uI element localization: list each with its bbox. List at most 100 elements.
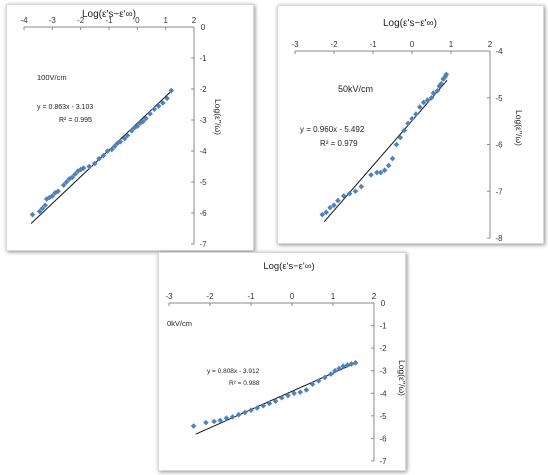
data-point-100kv bbox=[52, 190, 58, 196]
fit-equation-100kv: y = 0.863x - 3.103 bbox=[37, 104, 93, 111]
data-point-100kv bbox=[80, 165, 87, 171]
data-point-50kv bbox=[420, 99, 427, 106]
x-tick-label-100kv: -1 bbox=[105, 16, 113, 25]
data-point-100kv bbox=[42, 202, 49, 209]
r-squared-50kv: R² = 0.979 bbox=[320, 139, 358, 148]
data-point-100kv bbox=[147, 111, 153, 117]
y-tick-label-0kv: -6 bbox=[379, 434, 387, 443]
y-tick-label-0kv: -1 bbox=[379, 322, 387, 331]
data-point-100kv bbox=[143, 115, 149, 122]
r-squared-100kv: R² = 0.995 bbox=[59, 117, 92, 124]
y-tick-label-100kv: -2 bbox=[199, 85, 207, 94]
x-tick-label-50kv: 1 bbox=[449, 40, 454, 49]
chart-panel-50kv: -3 -2 -1 0 1 2 -4 -5 -6 -7 -8 Log(ε's−ε'∞) Log(ε''/ω… bbox=[277, 5, 544, 244]
x-tick-label-0kv: 0 bbox=[290, 292, 295, 301]
chart-panel-0kv: -3 -2 -1 0 1 2 0 -1 -2 -3 -4 -5 -6 -7 Log(ε's−ε'∞) Log(… bbox=[158, 252, 407, 471]
y-tick-label-100kv: -3 bbox=[199, 116, 207, 125]
y-tick-label-100kv: -4 bbox=[199, 147, 207, 156]
fit-line-50kv bbox=[323, 80, 448, 223]
data-point-0kv bbox=[223, 415, 230, 421]
data-point-50kv bbox=[443, 71, 450, 78]
r-squared-0kv: R² = 0.988 bbox=[229, 380, 260, 387]
field-label-50kv: 50kV/cm bbox=[338, 84, 373, 94]
data-point-100kv bbox=[168, 87, 175, 94]
x-tick-label-100kv: 1 bbox=[163, 16, 168, 25]
data-point-0kv bbox=[352, 360, 359, 366]
data-point-0kv bbox=[190, 423, 197, 429]
x-tick-label-100kv: -2 bbox=[77, 16, 85, 25]
y-tick-label-0kv: 0 bbox=[381, 299, 386, 308]
field-label-0kv: 0kV/cm bbox=[167, 319, 192, 328]
data-point-100kv bbox=[39, 205, 46, 212]
data-point-100kv bbox=[100, 152, 107, 159]
x-axis-title-50kv: Log(ε's−ε'∞) bbox=[383, 18, 437, 29]
x-tick-label-0kv: -2 bbox=[206, 292, 214, 301]
data-point-100kv bbox=[111, 143, 118, 150]
x-axis-title-100kv: Log(ε's−ε'∞) bbox=[82, 9, 136, 20]
data-point-100kv bbox=[117, 138, 124, 145]
data-point-0kv bbox=[309, 381, 316, 388]
data-point-50kv bbox=[409, 115, 415, 122]
y-tick-label-100kv: -5 bbox=[199, 178, 207, 187]
data-point-50kv bbox=[397, 134, 404, 141]
data-point-0kv bbox=[217, 417, 224, 424]
data-point-0kv bbox=[235, 411, 242, 418]
x-tick-label-0kv: 2 bbox=[372, 292, 377, 301]
x-tick-label-100kv: -4 bbox=[20, 16, 28, 25]
data-point-100kv bbox=[77, 166, 84, 173]
data-point-0kv bbox=[266, 400, 273, 407]
y-tick-label-50kv: -8 bbox=[495, 234, 503, 243]
field-label-100kv: 100V/cm bbox=[37, 73, 67, 82]
data-point-0kv bbox=[332, 367, 338, 374]
data-point-50kv bbox=[331, 202, 337, 209]
data-point-50kv bbox=[438, 80, 445, 87]
data-point-100kv bbox=[109, 146, 115, 153]
data-point-50kv bbox=[358, 183, 365, 190]
y-tick-label-100kv: -7 bbox=[199, 240, 207, 249]
data-point-100kv bbox=[29, 211, 36, 218]
data-point-50kv bbox=[389, 155, 396, 162]
x-tick-label-50kv: -3 bbox=[291, 40, 299, 49]
data-point-50kv bbox=[436, 83, 443, 89]
data-point-0kv bbox=[242, 409, 248, 416]
data-point-0kv bbox=[328, 371, 334, 377]
y-tick-label-50kv: -4 bbox=[495, 47, 503, 56]
data-point-50kv bbox=[352, 188, 359, 195]
data-point-100kv bbox=[63, 179, 70, 185]
data-point-0kv bbox=[203, 419, 209, 426]
data-point-100kv bbox=[134, 123, 141, 129]
data-point-100kv bbox=[86, 163, 92, 170]
data-point-50kv bbox=[335, 197, 341, 204]
y-axis-title-0kv: Log(ε''/ω) bbox=[397, 360, 407, 396]
data-point-50kv bbox=[393, 141, 400, 148]
data-point-100kv bbox=[72, 171, 78, 178]
data-point-100kv bbox=[60, 182, 67, 188]
x-tick-label-0kv: -1 bbox=[247, 292, 255, 301]
x-tick-label-50kv: -2 bbox=[330, 40, 338, 49]
data-point-100kv bbox=[36, 208, 43, 215]
fit-equation-0kv: y = 0.808x - 3.912 bbox=[207, 368, 260, 375]
data-point-100kv bbox=[104, 148, 111, 154]
y-tick-label-50kv: -7 bbox=[495, 187, 503, 196]
data-point-100kv bbox=[43, 196, 50, 202]
y-tick-label-100kv: 0 bbox=[201, 23, 206, 32]
x-tick-label-100kv: 0 bbox=[135, 16, 140, 25]
y-tick-label-0kv: -5 bbox=[379, 412, 387, 421]
data-point-100kv bbox=[92, 160, 98, 167]
chart-svg-100kv: -4 -3 -2 -1 0 1 20-1-2-3-4-5-6-7Log(ε's−ε'∞)Lo… bbox=[20, 9, 223, 249]
y-tick-label-0kv: -4 bbox=[379, 389, 387, 398]
chart-panel-100kv: -4 -3 -2 -1 0 1 2 0 -1 -2 -3 -4 -5 -6 -7 Log(ε's−ε'∞) Lo… bbox=[6, 4, 254, 251]
data-point-100kv bbox=[164, 95, 170, 102]
data-point-100kv bbox=[69, 174, 75, 181]
data-point-100kv bbox=[96, 155, 102, 162]
data-point-50kv bbox=[378, 169, 384, 176]
data-point-100kv bbox=[155, 103, 162, 109]
data-point-100kv bbox=[121, 135, 128, 142]
chart-svg-50kv: -3 -2 -1 0 1 2-4 -5 -6 -7 -8 Log(ε's−ε'∞) Log(ε''/ω… bbox=[291, 18, 524, 243]
data-point-0kv bbox=[291, 390, 297, 397]
data-point-100kv bbox=[140, 118, 146, 125]
y-axis-title-100kv: Log(ε''/ω) bbox=[213, 99, 223, 135]
data-point-50kv bbox=[442, 73, 448, 80]
data-point-100kv bbox=[55, 188, 61, 195]
y-tick-label-100kv: -1 bbox=[199, 54, 207, 63]
